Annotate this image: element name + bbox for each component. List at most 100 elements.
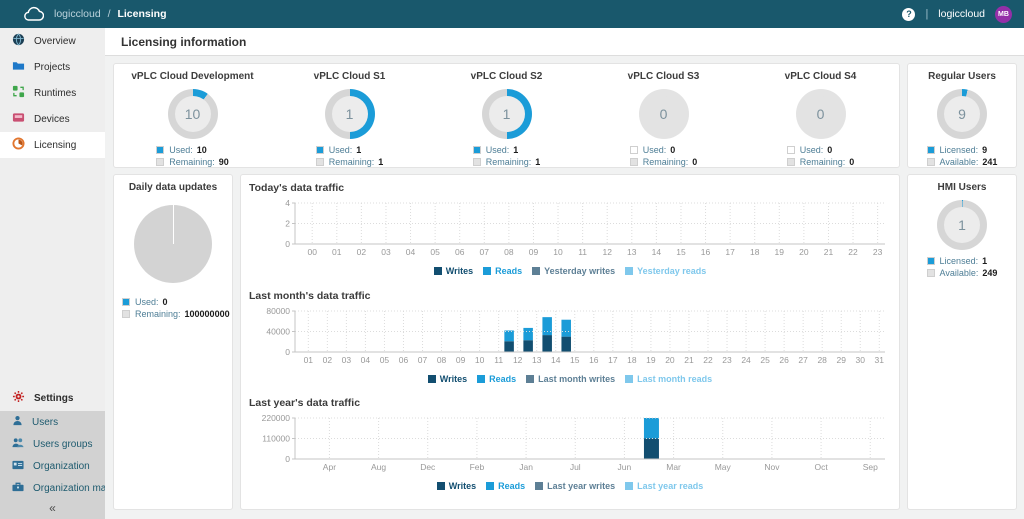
legend-swatch-icon	[535, 482, 544, 491]
svg-text:Dec: Dec	[420, 462, 436, 472]
daily-card-title: Daily data updates	[128, 182, 218, 193]
used-swatch-icon	[629, 146, 638, 154]
svg-text:24: 24	[741, 355, 751, 365]
users-donut: 9	[937, 89, 987, 139]
used-legend-row: Used: 1	[315, 145, 384, 155]
sidebar-item-label: Devices	[34, 113, 70, 125]
legend-item[interactable]: Writes	[427, 374, 467, 384]
sidebar-item-runtimes[interactable]: Runtimes	[0, 80, 105, 106]
legend-item[interactable]: Reads	[486, 481, 525, 491]
sidebar-item-label: Settings	[34, 392, 74, 404]
svg-text:10: 10	[553, 247, 563, 257]
legend-swatch-icon	[625, 482, 634, 491]
used-legend-row: Used: 0	[786, 145, 855, 155]
legend-item[interactable]: Last year reads	[625, 481, 703, 491]
license-card-title: vPLC Cloud S1	[313, 71, 386, 82]
gear-icon	[12, 390, 25, 406]
svg-text:May: May	[715, 462, 732, 472]
svg-text:18: 18	[750, 247, 760, 257]
svg-text:27: 27	[798, 355, 808, 365]
sidebar-item-label: Projects	[34, 61, 71, 73]
last-year-traffic-section: Last year's data traffic Apr Aug Dec Feb Jan…	[249, 397, 891, 505]
svg-text:Jan: Jan	[519, 462, 533, 472]
daily-usage-pie	[134, 205, 212, 283]
chart-legend: Writes Reads Last month writes Last month r…	[249, 374, 891, 384]
topbar: logiccloud / Licensing ? | logiccloud MB	[0, 0, 1024, 28]
svg-text:30: 30	[856, 355, 866, 365]
legend-item[interactable]: Reads	[483, 266, 522, 276]
vplc-licenses-card: vPLC Cloud Development 10 Used: 10 Remain…	[113, 63, 900, 168]
svg-text:21: 21	[824, 247, 834, 257]
svg-text:14: 14	[652, 247, 662, 257]
donut-value: 0	[816, 106, 825, 122]
remaining-legend-row: Remaining: 1	[315, 157, 383, 167]
sidebar-item-label: Users	[32, 416, 59, 428]
legend-item[interactable]: Yesterday writes	[532, 266, 615, 276]
legend-item[interactable]: Writes	[436, 481, 476, 491]
sidebar-item-settings[interactable]: Settings	[0, 385, 105, 411]
sidebar-collapse-button[interactable]: «	[0, 499, 105, 519]
legend-swatch-icon	[433, 267, 442, 275]
svg-text:03: 03	[381, 247, 391, 257]
avatar[interactable]: MB	[995, 5, 1012, 23]
sidebar-item-label: Organization	[33, 460, 90, 472]
svg-text:17: 17	[608, 355, 618, 365]
sidebar-item-users[interactable]: Users	[0, 411, 105, 433]
legend-item[interactable]: Last month reads	[625, 374, 712, 384]
globe-icon	[12, 33, 25, 49]
used-legend-row: Used: 0	[122, 297, 230, 307]
svg-text:16: 16	[589, 355, 599, 365]
sidebar-item-organization[interactable]: Organization	[0, 455, 105, 477]
account-name[interactable]: logiccloud	[938, 8, 985, 20]
legend-item[interactable]: Last year writes	[535, 481, 615, 491]
chart-legend: Writes Reads Last year writes Last year rea…	[249, 481, 891, 491]
sidebar-item-devices[interactable]: Devices	[0, 106, 105, 132]
chart-title: Today's data traffic	[249, 182, 345, 194]
sidebar-item-label: Overview	[34, 35, 76, 47]
license-icon	[12, 137, 25, 153]
legend-item[interactable]: Yesterday reads	[625, 266, 706, 276]
sidebar-item-users-groups[interactable]: Users groups	[0, 433, 105, 455]
svg-text:2: 2	[285, 219, 290, 229]
legend-item[interactable]: Reads	[477, 374, 516, 384]
svg-text:21: 21	[684, 355, 694, 365]
svg-text:12: 12	[513, 355, 523, 365]
sidebar-item-organization-management[interactable]: Organization management	[0, 477, 105, 499]
sidebar-item-licensing[interactable]: Licensing	[0, 132, 105, 158]
svg-text:Jun: Jun	[618, 462, 632, 472]
used-swatch-icon	[786, 146, 795, 154]
svg-text:19: 19	[775, 247, 785, 257]
svg-text:02: 02	[357, 247, 367, 257]
remaining-legend-row: Remaining: 90	[156, 157, 229, 167]
remaining-legend-row: Remaining: 1	[472, 157, 540, 167]
remaining-swatch-icon	[786, 158, 795, 166]
used-legend-row: Used: 0	[629, 145, 698, 155]
legend-swatch-icon	[427, 374, 436, 383]
breadcrumb-app[interactable]: logiccloud	[54, 8, 101, 20]
svg-text:11: 11	[578, 247, 587, 257]
license-usage-donut: 0	[795, 89, 846, 139]
sidebar-item-overview[interactable]: Overview	[0, 28, 105, 54]
licensed-swatch-icon	[926, 146, 935, 154]
license-usage-donut: 0	[638, 89, 689, 139]
svg-text:04: 04	[361, 355, 371, 365]
sidebar-item-label: Licensing	[34, 139, 77, 151]
svg-text:18: 18	[627, 355, 637, 365]
donut-value: 0	[659, 106, 668, 122]
license-card-title: vPLC Cloud S2	[470, 71, 543, 82]
legend-item[interactable]: Writes	[433, 266, 473, 276]
help-icon[interactable]: ?	[902, 7, 916, 21]
legend-item[interactable]: Last month writes	[526, 374, 615, 384]
content-grid: vPLC Cloud Development 10 Used: 10 Remain…	[105, 56, 1024, 519]
svg-text:01: 01	[332, 247, 342, 257]
folder-icon	[12, 60, 25, 74]
svg-text:20: 20	[799, 247, 809, 257]
svg-text:25: 25	[760, 355, 770, 365]
svg-text:05: 05	[430, 247, 440, 257]
license-card-vplc-cloud-s1: vPLC Cloud S1 1 Used: 1 Remaining: 1	[271, 64, 428, 167]
svg-text:Apr: Apr	[323, 462, 336, 472]
sidebar-item-projects[interactable]: Projects	[0, 54, 105, 80]
license-card-vplc-cloud-development: vPLC Cloud Development 10 Used: 10 Remain…	[114, 64, 271, 167]
svg-text:4: 4	[285, 198, 290, 208]
license-card-vplc-cloud-s4: vPLC Cloud S4 0 Used: 0 Remaining: 0	[742, 64, 899, 167]
